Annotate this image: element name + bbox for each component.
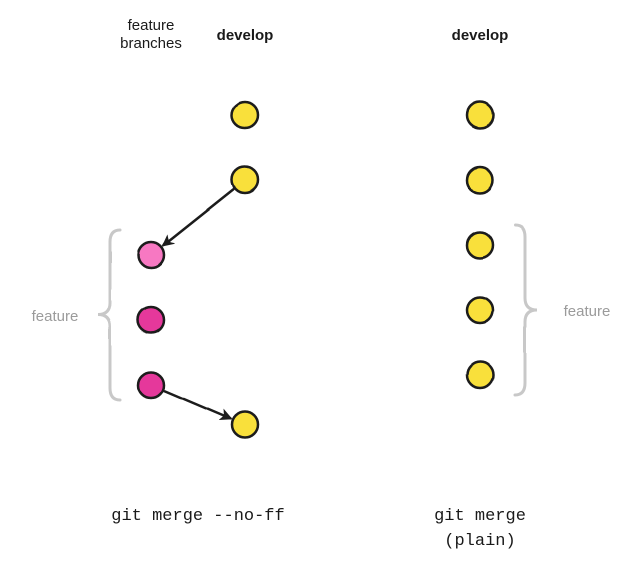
commit-node-dr2 (467, 167, 493, 193)
commit-node-dl1 (232, 102, 258, 128)
caption-cap_left: git merge --no-ff (111, 507, 284, 526)
column-header-develop_right: develop (452, 27, 509, 44)
column-header-feature_branches_2: branches (120, 35, 182, 52)
commit-node-f1 (138, 242, 164, 268)
commit-node-dr4 (467, 297, 493, 323)
caption-cap_right_1: git merge (434, 507, 526, 526)
commit-node-f2 (138, 307, 164, 333)
caption-cap_right_2: (plain) (444, 532, 515, 551)
commit-arrow (164, 189, 234, 245)
column-header-develop_left: develop (217, 27, 274, 44)
brace-label-brace_left: feature (32, 308, 79, 325)
brace-label-brace_right: feature (564, 303, 611, 320)
column-header-feature_branches_1: feature (128, 17, 175, 34)
commit-node-dl2 (232, 167, 258, 193)
commit-node-dr1 (467, 102, 493, 128)
commit-node-dr5 (467, 362, 493, 388)
commit-arrow (165, 391, 230, 419)
git-merge-diagram: featurefeaturefeaturebranchesdevelopdeve… (0, 0, 640, 566)
commit-node-dr3 (467, 232, 493, 258)
commit-node-dl3 (232, 412, 258, 438)
brace-brace_right (515, 225, 537, 395)
brace-brace_left (98, 230, 120, 400)
commit-node-f3 (138, 372, 164, 398)
